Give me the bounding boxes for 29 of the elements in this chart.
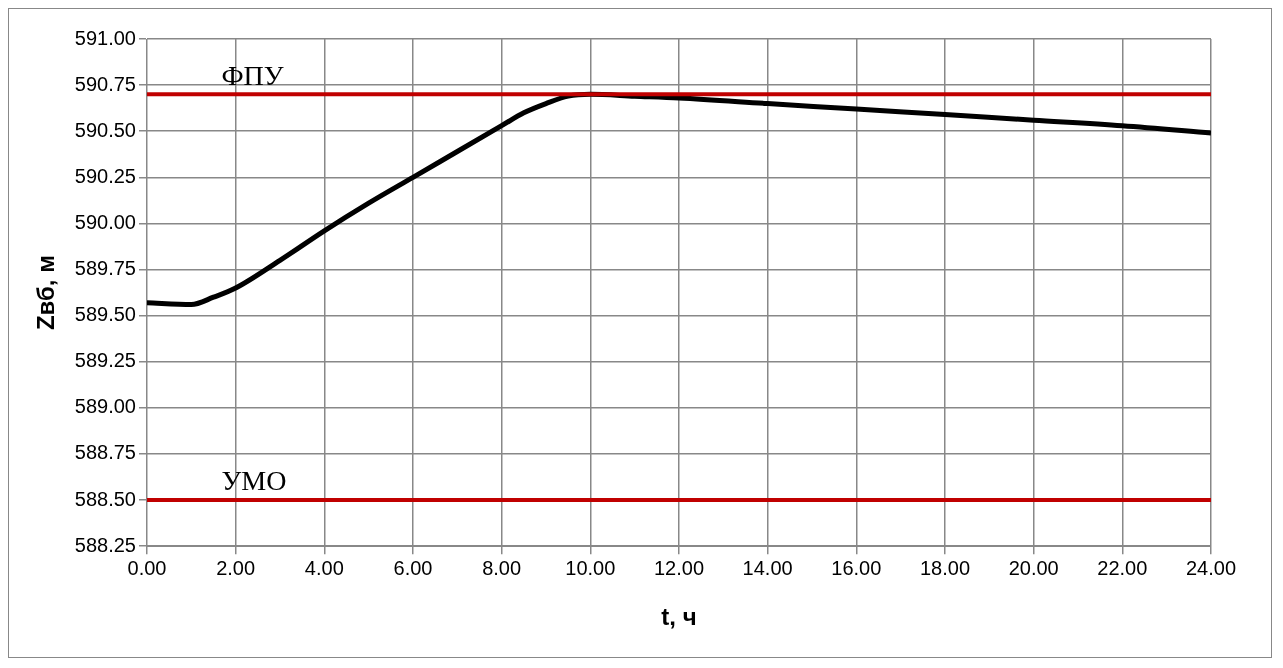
y-tick-label: 589.00	[74, 395, 136, 418]
y-tick-label: 588.75	[74, 441, 136, 464]
y-axis-title: Zвб, м	[32, 255, 60, 331]
y-tick-label: 588.50	[74, 487, 136, 510]
x-axis-title: t, ч	[661, 603, 697, 631]
x-tick-label: 4.00	[304, 556, 344, 579]
y-tick-label: 588.25	[74, 533, 136, 556]
x-tick-label: 6.00	[393, 556, 433, 579]
y-tick-label: 590.00	[74, 210, 136, 233]
x-tick-label: 20.00	[1008, 556, 1059, 579]
x-tick-label: 0.00	[127, 556, 167, 579]
x-tick-label: 24.00	[1185, 556, 1237, 579]
y-tick-label: 590.75	[74, 72, 136, 95]
y-tick-label: 589.25	[74, 349, 136, 372]
y-tick-label: 589.75	[74, 257, 136, 280]
x-tick-label: 16.00	[831, 556, 882, 579]
x-tick-label: 14.00	[742, 556, 793, 579]
x-tick-label: 2.00	[216, 556, 256, 579]
y-tick-label: 589.50	[74, 303, 136, 326]
x-tick-label: 12.00	[653, 556, 705, 579]
y-tick-label: 590.25	[74, 164, 136, 187]
x-tick-label: 22.00	[1097, 556, 1148, 579]
x-tick-label: 10.00	[565, 556, 616, 579]
ref-line-label: УМО	[221, 465, 287, 497]
ref-line-label: ФПУ	[221, 59, 284, 91]
x-tick-label: 18.00	[919, 556, 971, 579]
y-tick-label: 591.00	[74, 26, 136, 49]
y-tick-label: 590.50	[74, 118, 136, 141]
x-tick-label: 8.00	[482, 556, 522, 579]
